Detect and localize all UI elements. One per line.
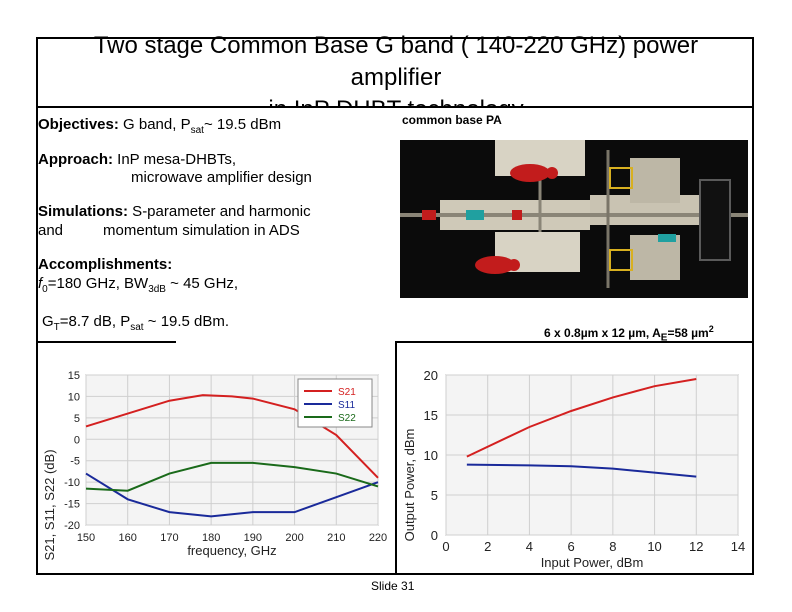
x-tick-label: 180: [202, 532, 220, 544]
legend-label: S21: [338, 387, 356, 398]
device-caption-b: =58 µm: [667, 326, 709, 340]
x-tick-label: 200: [285, 532, 303, 544]
series-line-s22: [85, 461, 379, 492]
legend-label: S22: [338, 413, 356, 424]
x-axis-label: Input Power, dBm: [541, 555, 644, 570]
x-tick-label: 6: [568, 539, 575, 554]
bw-sub: 3dB: [148, 284, 166, 295]
left-plot-divider: [36, 341, 176, 343]
simulations: Simulations: S-parameter and harmonic: [38, 203, 311, 221]
x-tick-label: 2: [484, 539, 491, 554]
legend-label: S11: [338, 400, 355, 411]
approach-line-2: microwave amplifier design: [131, 169, 312, 186]
chip-micrograph-drawing: [400, 140, 748, 298]
y-tick-label: -5: [70, 456, 80, 468]
header-divider: [36, 106, 754, 108]
y-tick-label: -20: [64, 520, 80, 532]
y-tick-label: 5: [74, 413, 80, 425]
simulations-line-2: and momentum simulation in ADS: [38, 222, 300, 240]
accomplishments-line-1: f0=180 GHz, BW3dB ~ 45 GHz,: [38, 275, 238, 299]
x-tick-label: 8: [609, 539, 616, 554]
y-tick-label: -10: [64, 477, 80, 489]
device-caption-sub: E: [660, 332, 668, 344]
y-tick-label: 15: [68, 370, 80, 382]
series-line-s11: [85, 472, 379, 518]
approach: Approach: InP mesa-DHBTs,: [38, 151, 236, 169]
objectives-text: G band, P: [118, 116, 191, 133]
plots-vertical-divider: [395, 341, 397, 575]
simulations-label: Simulations:: [38, 203, 129, 220]
device-caption-a: 6 x 0.8µm x 12 µm, A: [544, 326, 661, 340]
gt-sub: T: [53, 322, 60, 333]
x-tick-label: 210: [327, 532, 345, 544]
title-line-3: in InP DHBT technology: [36, 94, 756, 108]
x-tick-label: 220: [369, 532, 387, 544]
f0-value: =180 GHz, BW: [47, 275, 149, 292]
device-caption-sup: 2: [708, 324, 714, 334]
y-tick-label: 0: [431, 528, 438, 543]
simulations-line-1: S-parameter and harmonic: [128, 203, 311, 220]
series-line-1: [466, 463, 697, 478]
slide-title: Two stage Common Base G band ( 140-220 G…: [36, 30, 756, 108]
device-caption: 6 x 0.8µm x 12 µm, AE=58 µm2: [544, 324, 714, 343]
chip-micrograph: [400, 140, 748, 298]
x-tick-label: 10: [647, 539, 661, 554]
x-tick-label: 170: [160, 532, 178, 544]
x-axis-label: frequency, GHz: [187, 543, 276, 558]
psat2-sub: sat: [130, 322, 144, 333]
accomplishments-line-2: GT=8.7 dB, Psat ~ 19.5 dBm.: [42, 313, 229, 337]
objectives: Objectives: G band, Psat~ 19.5 dBm: [38, 116, 281, 140]
x-tick-label: 190: [244, 532, 262, 544]
x-tick-label: 150: [77, 532, 95, 544]
x-tick-label: 4: [526, 539, 533, 554]
x-tick-label: 0: [442, 539, 449, 554]
simulations-and: and: [38, 222, 64, 239]
f0-sub: 0: [42, 284, 48, 295]
gt-value: =8.7 dB, P: [59, 313, 131, 330]
y-tick-label: 10: [424, 448, 438, 463]
y-tick-label: 20: [424, 368, 438, 383]
psat-sub: sat: [190, 125, 204, 136]
bw-value: ~ 45 GHz,: [165, 275, 239, 292]
power-chart: 20 15 10 5 00 2 4 6 8 10 12 14 Input Power, dBm Outpu…: [402, 368, 745, 570]
accomplishments-label: Accomplishments:: [38, 256, 173, 273]
objectives-value: ~ 19.5 dBm: [203, 116, 282, 133]
y-tick-label: 5: [431, 488, 438, 503]
objectives-label: Objectives:: [38, 116, 119, 133]
y-tick-label: 15: [424, 408, 438, 423]
chip-label: common base PA: [402, 113, 502, 127]
title-line-1: Two stage Common Base G band ( 140-220 G…: [93, 32, 699, 59]
y-axis-label: S21, S11, S22 (dB): [42, 449, 57, 560]
y-axis-label: Output Power, dBm: [402, 429, 417, 542]
approach-label: Approach:: [38, 151, 113, 168]
gt-symbol: G: [42, 313, 54, 330]
x-tick-label: 14: [731, 539, 745, 554]
f0-symbol: f: [38, 275, 43, 292]
series-line-0: [466, 378, 697, 458]
right-plot-divider: [396, 341, 754, 343]
approach-line-1: InP mesa-DHBTs,: [113, 151, 237, 168]
slide-number: Slide 31: [371, 579, 415, 593]
simulations-momentum: momentum simulation in ADS: [103, 222, 300, 239]
y-tick-label: 0: [74, 434, 80, 446]
x-tick-label: 12: [689, 539, 703, 554]
title-line-2: amplifier: [350, 64, 442, 91]
x-tick-label: 160: [119, 532, 137, 544]
y-tick-label: -15: [64, 499, 80, 511]
psat-value: ~ 19.5 dBm.: [143, 313, 230, 330]
y-tick-label: 10: [68, 391, 80, 403]
